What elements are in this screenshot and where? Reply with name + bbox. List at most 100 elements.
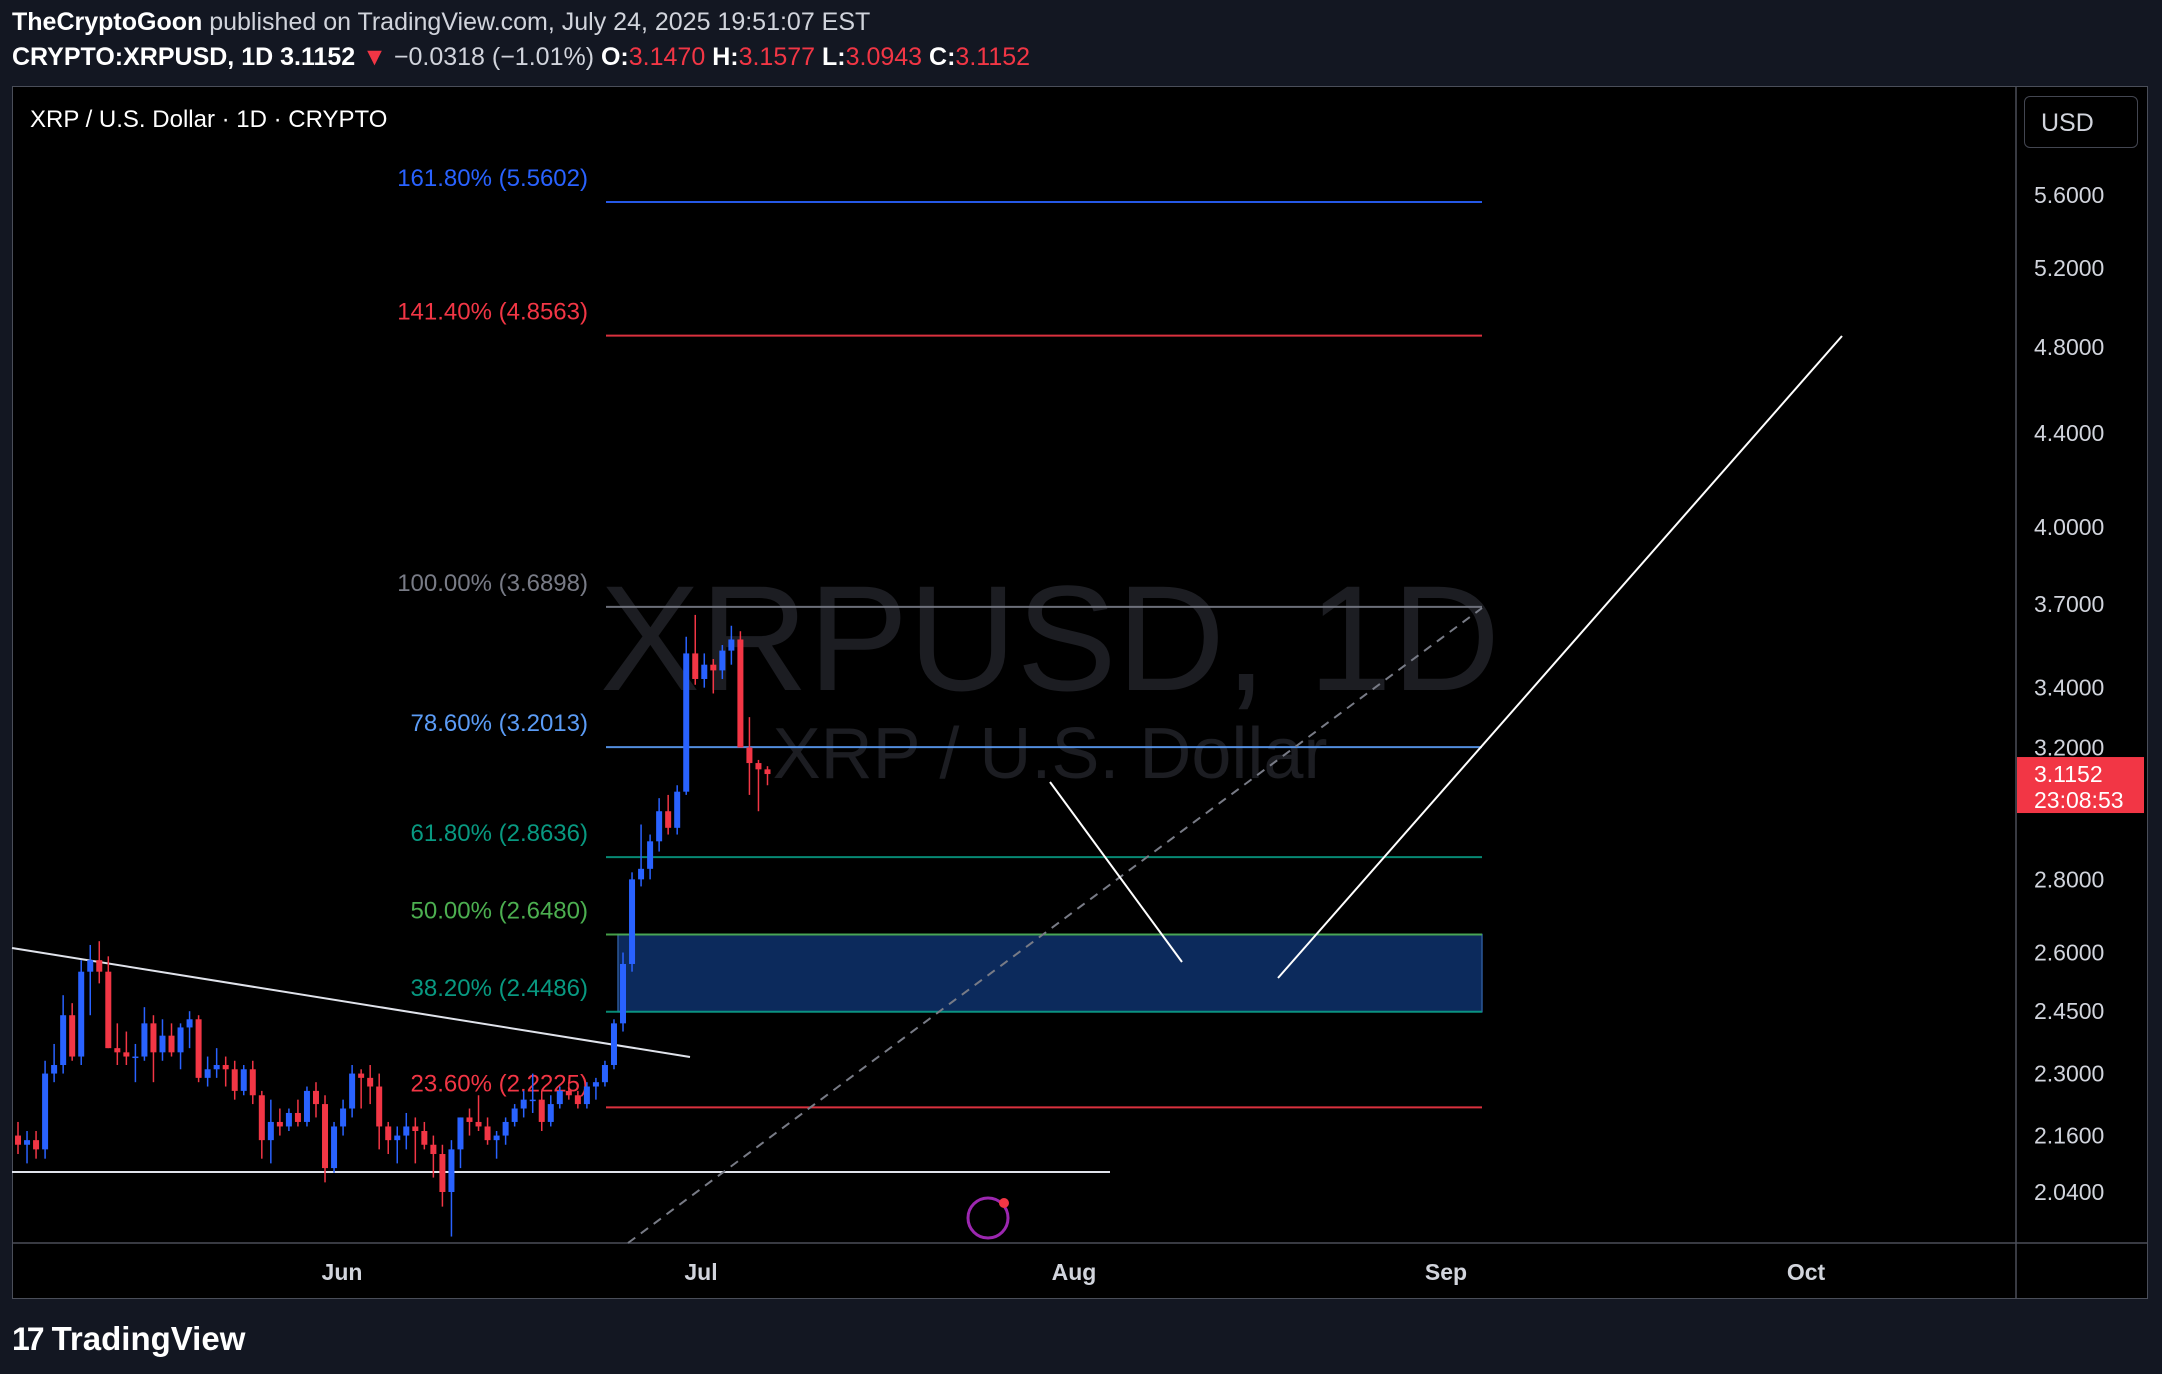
high-label: H: (712, 43, 739, 71)
candle-body (376, 1086, 383, 1127)
candle-body (222, 1065, 229, 1070)
candle-body (123, 1052, 130, 1057)
candle-body (132, 1056, 139, 1059)
candle-body (267, 1121, 274, 1141)
candle-body (565, 1090, 572, 1096)
candle-body (683, 653, 690, 792)
change-value: −0.0318 (−1.01%) (393, 43, 595, 71)
notification-dot-icon (999, 1198, 1009, 1208)
candle-body (656, 811, 663, 842)
candle-body (42, 1073, 49, 1150)
open-value: 3.1470 (628, 43, 706, 71)
candle-body (629, 879, 636, 964)
candle-body (493, 1135, 500, 1141)
fib-zone-box (617, 933, 1483, 1013)
candle-body (620, 963, 627, 1024)
fib-level-label: 161.80% (5.5602) (397, 165, 588, 192)
candle-body (60, 1015, 67, 1066)
change-arrow-icon: ▼ (362, 43, 387, 71)
candle-body (574, 1095, 581, 1105)
candle-body (258, 1095, 265, 1141)
fib-level-label: 78.60% (3.2013) (411, 710, 588, 737)
candle-body (249, 1069, 256, 1096)
high-value: 3.1577 (738, 43, 816, 71)
candle-body (195, 1019, 202, 1078)
descending-trendline (11, 947, 691, 1058)
price-tick-label: 2.0400 (2034, 1179, 2104, 1205)
fib-level-label: 38.20% (2.4486) (411, 975, 588, 1002)
candle-body (701, 664, 708, 679)
time-tick-label: Jul (684, 1259, 717, 1285)
candle-body (240, 1069, 247, 1091)
candle-body (367, 1077, 374, 1087)
candle-body (385, 1126, 392, 1141)
price-tick-label: 3.2000 (2034, 735, 2104, 761)
tradingview-logo[interactable]: 17 TradingView (12, 1320, 245, 1358)
candle-body (484, 1126, 491, 1141)
lightning-badge-icon (966, 1196, 1010, 1240)
projection-up-line (1277, 335, 1843, 979)
price-tick-label: 3.4000 (2034, 675, 2104, 701)
candle-body (538, 1099, 545, 1122)
price-tick-label: 2.4500 (2034, 998, 2104, 1024)
price-tick-label: 4.0000 (2034, 514, 2104, 540)
candle-body (150, 1023, 157, 1053)
price-tick-label: 2.6000 (2034, 940, 2104, 966)
candle-body (710, 664, 717, 671)
candle-body (51, 1065, 58, 1074)
close-label: C: (929, 43, 956, 71)
candle-body (15, 1135, 21, 1145)
candle-body (520, 1099, 527, 1109)
candle-body (303, 1090, 310, 1122)
chart-frame[interactable] (12, 86, 2148, 1299)
current-price-label: 3.1152 (2034, 761, 2103, 787)
projection-down-line (1049, 781, 1183, 963)
current-price-badge (2017, 757, 2144, 814)
fib-level-label: 50.00% (2.6480) (411, 897, 588, 924)
candle-body (114, 1048, 121, 1053)
published-text: published on TradingView.com, July 24, 2… (209, 8, 871, 36)
candle-body (141, 1023, 148, 1057)
open-label: O: (600, 43, 629, 71)
time-tick-label: Sep (1425, 1259, 1467, 1285)
candle-body (737, 639, 744, 748)
candle-body (448, 1149, 455, 1192)
fib-level-label: 100.00% (3.6898) (397, 570, 588, 597)
currency-button[interactable]: USD (2024, 96, 2138, 148)
candle-body (96, 960, 103, 972)
candle-body (159, 1035, 166, 1053)
candle-body (394, 1135, 401, 1141)
candle-body (69, 1015, 76, 1057)
candle-body (231, 1069, 238, 1091)
candle-body (466, 1117, 473, 1122)
candle-body (475, 1121, 482, 1127)
watermark-symbol: XRPUSD, 1D (600, 554, 1500, 722)
price-tick-label: 2.3000 (2034, 1061, 2104, 1087)
candle-body (105, 971, 112, 1049)
tradingview-logo-text: TradingView (51, 1320, 246, 1357)
time-tick-label: Jun (322, 1259, 363, 1285)
candle-body (556, 1090, 563, 1105)
candle-body (294, 1112, 301, 1122)
dashed-trendline (627, 607, 1483, 1244)
candle-body (610, 1023, 617, 1066)
candle-body (349, 1073, 356, 1109)
candle-body (204, 1069, 211, 1078)
candle-body (692, 653, 699, 679)
last-price: 3.1152 (280, 43, 356, 71)
publish-info: TheCryptoGoon published on TradingView.c… (12, 8, 870, 37)
price-tick-label: 5.2000 (2034, 255, 2104, 281)
candle-body (421, 1131, 428, 1145)
candle-body (511, 1108, 518, 1122)
candle-body (312, 1090, 319, 1105)
price-tick-label: 4.4000 (2034, 420, 2104, 446)
candle-body (502, 1121, 509, 1136)
candle-body (746, 747, 753, 764)
candle-body (276, 1121, 283, 1127)
candle-body (439, 1154, 446, 1192)
candle-body (601, 1065, 608, 1083)
price-tick-label: 3.7000 (2034, 591, 2104, 617)
author-name[interactable]: TheCryptoGoon (12, 8, 203, 36)
time-tick-label: Oct (1787, 1259, 1826, 1285)
